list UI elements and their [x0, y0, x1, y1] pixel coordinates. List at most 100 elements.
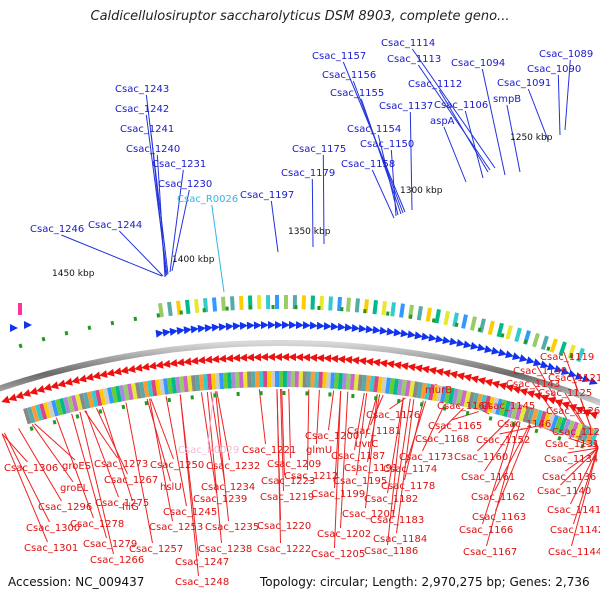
gene-label-csac-1178[interactable]: Csac_1178 — [381, 481, 435, 492]
gene-label-csac-1150[interactable]: Csac_1150 — [360, 139, 414, 150]
gene-label-csac-1128[interactable]: Csac_1128 — [552, 427, 600, 438]
gene-label-csac-1094[interactable]: Csac_1094 — [451, 58, 505, 69]
gene-label-csac-1187[interactable]: Csac_1187 — [331, 451, 385, 462]
gene-label-csac-1266[interactable]: Csac_1266 — [90, 555, 144, 566]
gene-label-csac-1156[interactable]: Csac_1156 — [322, 70, 376, 81]
gene-label-csac-1182[interactable]: Csac_1182 — [364, 494, 418, 505]
gene-label-csac-1091[interactable]: Csac_1091 — [497, 78, 551, 89]
gene-label-csac-1144[interactable]: Csac_1144 — [548, 547, 600, 558]
gene-label-csac-1131[interactable]: Csac_1131 — [545, 439, 599, 450]
gene-label-uvrc[interactable]: uvrC — [355, 439, 378, 450]
gene-label-csac-1195[interactable]: Csac_1195 — [333, 476, 387, 487]
gene-label-csac-1220[interactable]: Csac_1220 — [257, 521, 311, 532]
gene-label-csac-1125[interactable]: Csac_1125 — [538, 388, 592, 399]
gene-label-csac-1197[interactable]: Csac_1197 — [240, 190, 294, 201]
gene-label-csac-1183[interactable]: Csac_1183 — [370, 515, 424, 526]
gene-label-csac-1200[interactable]: Csac_1200 — [305, 431, 359, 442]
gene-label-csac-1167[interactable]: Csac_1167 — [463, 547, 517, 558]
gene-label-csac-1244[interactable]: Csac_1244 — [88, 220, 142, 231]
gene-label-csac-1179[interactable]: Csac_1179 — [281, 168, 335, 179]
gene-label-csac-1240[interactable]: Csac_1240 — [126, 144, 180, 155]
gene-label-csac-1234[interactable]: Csac_1234 — [201, 482, 255, 493]
gene-label-csac-1242[interactable]: Csac_1242 — [115, 104, 169, 115]
gene-label-flig[interactable]: fliG — [122, 502, 139, 513]
gene-label-csac-r0029[interactable]: Csac_R0029 — [178, 445, 239, 456]
gene-label-smpb[interactable]: smpB — [493, 94, 521, 105]
gene-label-csac-1279[interactable]: Csac_1279 — [83, 539, 137, 550]
gene-label-csac-1248[interactable]: Csac_1248 — [175, 577, 229, 588]
gene-label-hslu[interactable]: hslU — [160, 482, 182, 493]
gene-label-csac-1139[interactable]: Csac_1139 — [513, 366, 567, 377]
gene-label-csac-1143[interactable]: Csac_1143 — [506, 379, 560, 390]
gene-label-csac-1232[interactable]: Csac_1232 — [206, 461, 260, 472]
gene-label-csac-1161[interactable]: Csac_1161 — [461, 472, 515, 483]
gene-label-aspa[interactable]: aspA — [430, 116, 455, 127]
gene-label-csac-1174[interactable]: Csac_1174 — [383, 464, 437, 475]
gene-label-csac-1184[interactable]: Csac_1184 — [373, 534, 427, 545]
gene-label-csac-1202[interactable]: Csac_1202 — [317, 529, 371, 540]
gene-label-csac-1090[interactable]: Csac_1090 — [527, 64, 581, 75]
gene-label-csac-1231[interactable]: Csac_1231 — [152, 159, 206, 170]
gene-label-csac-1173[interactable]: Csac_1173 — [399, 452, 453, 463]
gene-label-csac-1223[interactable]: Csac_1223 — [261, 476, 315, 487]
gene-label-csac-1296[interactable]: Csac_1296 — [38, 502, 92, 513]
gene-label-csac-1278[interactable]: Csac_1278 — [70, 519, 124, 530]
gene-label-csac-1301[interactable]: Csac_1301 — [24, 543, 78, 554]
gene-label-csac-1164[interactable]: Csac_1164 — [437, 401, 491, 412]
gene-label-csac-1113[interactable]: Csac_1113 — [387, 54, 441, 65]
gene-label-csac-1137[interactable]: Csac_1137 — [379, 101, 433, 112]
gene-label-csac-1163[interactable]: Csac_1163 — [472, 512, 526, 523]
gene-label-csac-1275[interactable]: Csac_1275 — [95, 498, 149, 509]
gene-label-csac-1112[interactable]: Csac_1112 — [408, 79, 462, 90]
gene-label-csac-1157[interactable]: Csac_1157 — [312, 51, 366, 62]
gene-label-csac-1253[interactable]: Csac_1253 — [149, 522, 203, 533]
gene-label-csac-1221[interactable]: Csac_1221 — [242, 445, 296, 456]
gene-label-csac-1136[interactable]: Csac_1136 — [542, 472, 596, 483]
gene-label-csac-1245[interactable]: Csac_1245 — [163, 507, 217, 518]
gene-label-csac-1175[interactable]: Csac_1175 — [292, 144, 346, 155]
gene-label-csac-1165[interactable]: Csac_1165 — [428, 421, 482, 432]
gene-label-csac-1243[interactable]: Csac_1243 — [115, 84, 169, 95]
gene-label-csac-1222[interactable]: Csac_1222 — [257, 544, 311, 555]
gene-label-csac-1186[interactable]: Csac_1186 — [364, 546, 418, 557]
gene-label-csac-1162[interactable]: Csac_1162 — [471, 492, 525, 503]
gene-label-groel[interactable]: groEL — [60, 483, 89, 494]
gene-label-csac-1119[interactable]: Csac_1119 — [540, 352, 594, 363]
gene-label-csac-1238[interactable]: Csac_1238 — [198, 544, 252, 555]
gene-label-csac-1141[interactable]: Csac_1141 — [547, 505, 600, 516]
gene-label-csac-1134[interactable]: Csac_1134 — [544, 454, 598, 465]
gene-label-csac-1114[interactable]: Csac_1114 — [381, 38, 435, 49]
gene-label-csac-1160[interactable]: Csac_1160 — [454, 452, 508, 463]
gene-label-csac-1155[interactable]: Csac_1155 — [330, 88, 384, 99]
gene-label-csac-1247[interactable]: Csac_1247 — [175, 557, 229, 568]
gene-label-csac-1199[interactable]: Csac_1199 — [311, 489, 365, 500]
gene-label-csac-1126[interactable]: Csac_1126 — [546, 406, 600, 417]
gene-label-csac-1146[interactable]: Csac_1146 — [497, 419, 551, 430]
gene-label-murb[interactable]: murB — [425, 385, 452, 396]
gene-label-csac-1142[interactable]: Csac_1142 — [550, 525, 600, 536]
gene-label-csac-r0026[interactable]: Csac_R0026 — [177, 194, 238, 205]
gene-label-csac-1219[interactable]: Csac_1219 — [260, 492, 314, 503]
gene-label-csac-1230[interactable]: Csac_1230 — [158, 179, 212, 190]
gene-label-csac-1191[interactable]: Csac_1191 — [344, 463, 398, 474]
gene-label-csac-1158[interactable]: Csac_1158 — [341, 159, 395, 170]
gene-label-csac-1273[interactable]: Csac_1273 — [94, 459, 148, 470]
gene-label-csac-1140[interactable]: Csac_1140 — [537, 486, 591, 497]
gene-label-csac-1257[interactable]: Csac_1257 — [129, 544, 183, 555]
gene-label-csac-1168[interactable]: Csac_1168 — [415, 434, 469, 445]
gene-label-groes[interactable]: groES — [62, 461, 91, 472]
gene-label-csac-1181[interactable]: Csac_1181 — [347, 426, 401, 437]
gene-label-csac-1209[interactable]: Csac_1209 — [267, 459, 321, 470]
gene-label-csac-1239[interactable]: Csac_1239 — [193, 494, 247, 505]
gene-label-csac-1246[interactable]: Csac_1246 — [30, 224, 84, 235]
gene-label-csac-1089[interactable]: Csac_1089 — [539, 49, 593, 60]
gene-label-csac-1176[interactable]: Csac_1176 — [366, 410, 420, 421]
gene-label-csac-1306[interactable]: Csac_1306 — [4, 463, 58, 474]
gene-label-csac-1300[interactable]: Csac_1300 — [26, 523, 80, 534]
gene-label-csac-1241[interactable]: Csac_1241 — [120, 124, 174, 135]
gene-label-csac-1121[interactable]: Csac_1121 — [548, 373, 600, 384]
gene-label-csac-1212[interactable]: Csac_1212 — [284, 471, 338, 482]
gene-label-csac-1166[interactable]: Csac_1166 — [459, 525, 513, 536]
gene-label-csac-1250[interactable]: Csac_1250 — [150, 460, 204, 471]
gene-label-csac-1201[interactable]: Csac_1201 — [342, 509, 396, 520]
